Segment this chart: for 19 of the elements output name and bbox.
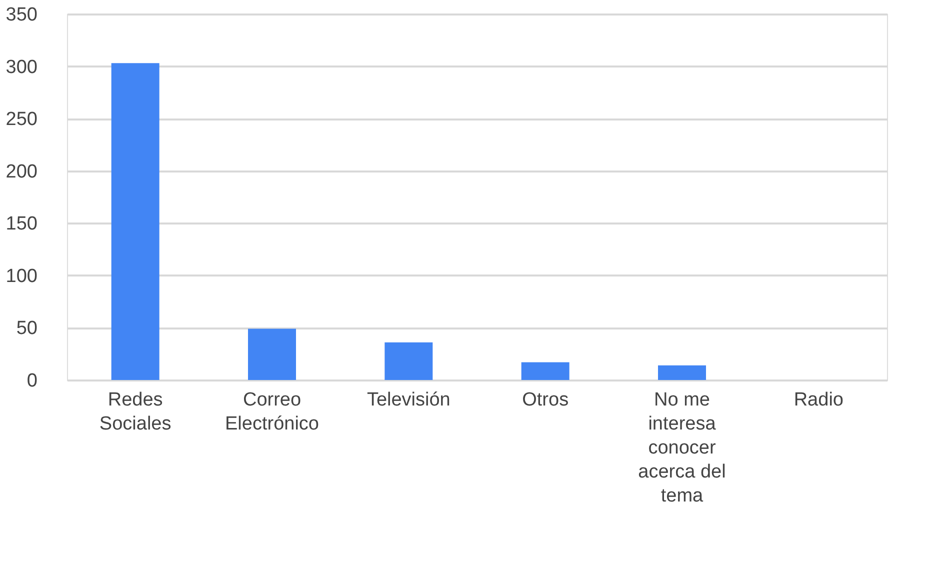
x-tick-label: Radio bbox=[794, 390, 844, 410]
y-tick-label: 300 bbox=[6, 56, 38, 78]
x-tick-label: No me interesa conocer acerca del tema bbox=[638, 390, 726, 506]
bar bbox=[521, 362, 570, 380]
y-tick-label: 350 bbox=[6, 4, 38, 26]
x-tick-label: Redes Sociales bbox=[99, 390, 172, 434]
y-tick-label: 200 bbox=[6, 161, 38, 182]
y-tick-label: 0 bbox=[26, 370, 38, 392]
bar bbox=[384, 342, 433, 380]
y-tick-label: 150 bbox=[6, 214, 38, 235]
x-tick-label: Correo Electrónico bbox=[225, 390, 319, 434]
bar bbox=[248, 328, 296, 380]
y-tick-label: 50 bbox=[16, 318, 38, 340]
y-tick-label: 250 bbox=[6, 109, 38, 130]
bar bbox=[111, 63, 160, 380]
bar bbox=[658, 365, 706, 380]
x-tick-label: Televisión bbox=[366, 390, 450, 410]
y-tick-label: 100 bbox=[6, 266, 38, 287]
x-tick-label: Otros bbox=[522, 390, 569, 410]
